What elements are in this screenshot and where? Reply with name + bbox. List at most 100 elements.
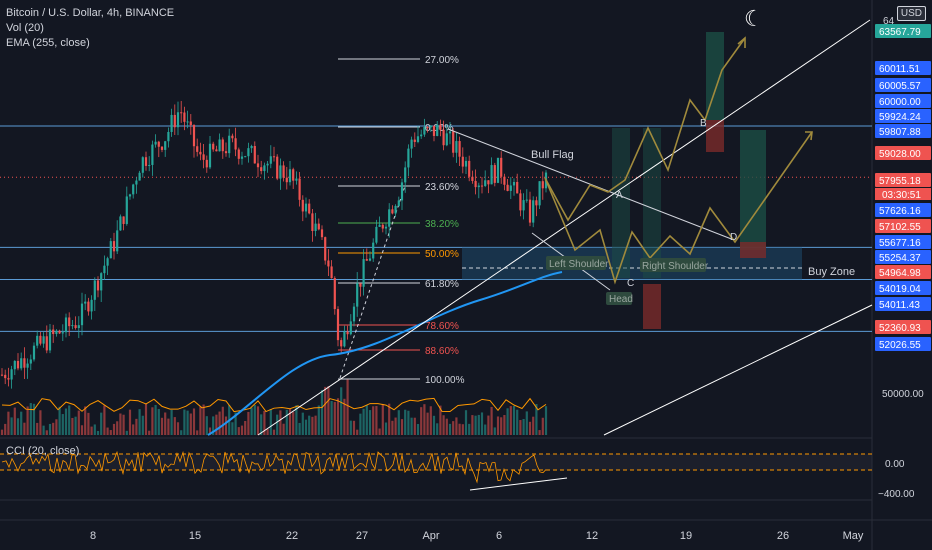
price-axis-value: 60005.57 — [879, 81, 921, 92]
volume-bar — [378, 428, 381, 435]
countdown-tag — [875, 188, 931, 200]
candle-body — [16, 360, 20, 369]
volume-bar — [39, 410, 42, 435]
volume-bar — [541, 417, 544, 435]
price-axis-tag — [875, 265, 931, 279]
candle-body — [295, 178, 298, 181]
volume-bar — [298, 422, 301, 435]
candle-body — [100, 273, 103, 291]
fib-level-label: 88.60% — [425, 346, 459, 357]
volume-bar — [452, 421, 455, 435]
volume-bar — [356, 429, 359, 435]
volume-bar — [87, 412, 90, 435]
candle-body — [541, 181, 544, 189]
price-axis-value: 60011.51 — [879, 64, 920, 75]
time-axis-tick: 27 — [356, 530, 368, 542]
volume-bar — [119, 413, 122, 435]
time-axis-tick: 8 — [90, 530, 96, 542]
volume-bar — [509, 406, 512, 435]
volume-bar — [429, 406, 432, 435]
candle-body — [394, 205, 397, 214]
volume-bar — [256, 406, 260, 435]
candle-body — [416, 136, 420, 142]
volume-bar — [359, 413, 362, 435]
volume-bar — [333, 402, 336, 435]
candle-body — [436, 124, 439, 136]
volume-bar — [61, 414, 64, 435]
volume-bar — [538, 430, 541, 435]
volume-bar — [93, 424, 96, 435]
symbol-title[interactable]: Bitcoin / U.S. Dollar, 4h, BINANCE — [6, 7, 175, 19]
candle-body — [103, 265, 106, 274]
candle-body — [48, 329, 52, 351]
cci-indicator-label[interactable]: CCI (20, close) — [6, 445, 80, 457]
candle-body — [384, 226, 388, 229]
price-axis-value: 54019.04 — [879, 284, 921, 295]
projection-box — [612, 128, 630, 278]
ema-indicator-label[interactable]: EMA (255, close) — [6, 37, 90, 49]
candle-body — [519, 193, 522, 211]
volume-bar — [167, 418, 170, 435]
volume-bar — [362, 408, 365, 435]
price-axis-value: 59924.24 — [879, 112, 921, 123]
volume-bar — [477, 414, 480, 435]
candle-body — [410, 139, 413, 149]
volume-bar — [266, 429, 269, 435]
cci-axis-low: −400.00 — [878, 489, 915, 500]
cci-axis-zero: 0.00 — [885, 459, 905, 470]
volume-bar — [183, 409, 186, 435]
candle-body — [528, 199, 532, 223]
moon-icon[interactable]: ☾ — [744, 6, 764, 31]
candle-body — [77, 325, 80, 329]
candle-body — [36, 335, 39, 346]
candle-body — [52, 329, 55, 335]
volume-bar — [64, 408, 68, 435]
head-tag — [606, 292, 632, 305]
candle-body — [20, 358, 23, 369]
candle-body — [400, 182, 404, 201]
candle-body — [26, 363, 29, 368]
volume-indicator-label[interactable]: Vol (20) — [6, 22, 44, 34]
volume-bar — [215, 414, 218, 435]
volume-bar — [458, 423, 461, 435]
volume-bar — [154, 405, 157, 435]
volume-bar — [7, 411, 10, 435]
candle-body — [7, 378, 10, 380]
candle-body — [148, 164, 151, 166]
candle-body — [445, 133, 448, 146]
volume-bar — [212, 416, 215, 435]
time-axis-tick: 6 — [496, 530, 502, 542]
price-axis-tag — [875, 281, 931, 295]
volume-bar — [52, 422, 55, 435]
volume-bar — [125, 430, 128, 435]
candle-body — [186, 121, 189, 123]
time-axis-tick: 12 — [586, 530, 598, 542]
volume-bar — [29, 403, 32, 435]
volume-bar — [436, 423, 439, 435]
candle-body — [301, 199, 304, 212]
candle-body — [0, 374, 4, 376]
volume-bar — [324, 386, 327, 435]
candle-body — [535, 200, 538, 206]
volume-bar — [170, 409, 173, 435]
volume-bar — [544, 406, 548, 435]
candle-body — [106, 258, 109, 266]
volume-bar — [317, 405, 320, 435]
candle-body — [189, 121, 192, 126]
time-axis-tick: 22 — [286, 530, 298, 542]
projection-path-up — [544, 37, 746, 222]
volume-bar — [13, 407, 16, 435]
volume-bar — [202, 404, 205, 435]
candle-body — [247, 148, 250, 157]
projection-box — [643, 284, 661, 329]
price-axis-value: 52026.55 — [879, 340, 921, 351]
candle-body — [154, 141, 157, 145]
candle-body — [311, 213, 314, 231]
time-axis-tick: Apr — [422, 530, 439, 542]
currency-badge[interactable]: USD — [896, 6, 926, 21]
volume-bar — [16, 418, 20, 435]
candle-body — [484, 180, 487, 187]
volume-bar — [384, 422, 388, 435]
candle-body — [349, 321, 352, 335]
